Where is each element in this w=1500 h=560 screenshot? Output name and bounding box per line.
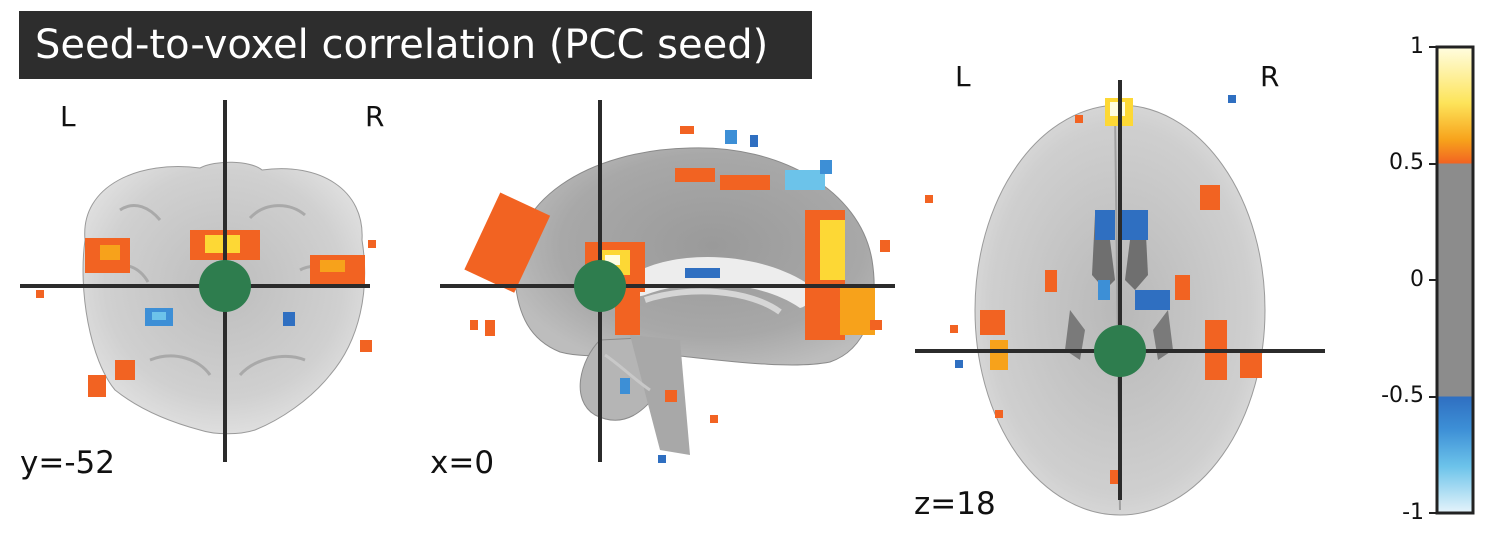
axial-seed-marker	[1094, 325, 1146, 377]
axial-view: L R z=18	[910, 50, 1340, 530]
sagittal-coord-label: x=0	[430, 445, 495, 481]
sagittal-positive-clusters	[464, 126, 890, 423]
coronal-left-label: L	[60, 100, 76, 133]
sagittal-negative-clusters	[620, 130, 832, 463]
colorbar-tick-label: -1	[1402, 500, 1424, 525]
coronal-negative-clusters	[145, 308, 295, 326]
coronal-slice	[20, 100, 376, 462]
colorbar-tick-label: -0.5	[1381, 383, 1424, 408]
colorbar: 1 0.5 0 -0.5 -1	[1360, 34, 1500, 530]
colorbar-tick-label: 0	[1410, 267, 1424, 292]
colorbar-tick-label: 1	[1410, 34, 1424, 59]
sagittal-view: x=0	[420, 90, 910, 510]
coronal-coord-label: y=-52	[20, 445, 115, 481]
coronal-seed-marker	[199, 260, 251, 312]
coronal-right-label: R	[365, 100, 385, 133]
axial-slice	[915, 80, 1325, 516]
axial-left-label: L	[955, 60, 971, 93]
axial-right-label: R	[1260, 60, 1280, 93]
sagittal-seed-marker	[574, 260, 626, 312]
sagittal-slice	[440, 100, 895, 463]
figure-title: Seed-to-voxel correlation (PCC seed)	[19, 11, 812, 79]
coronal-view: L R y=-52	[0, 90, 420, 510]
colorbar-gradient	[1429, 45, 1475, 515]
axial-negative-clusters	[955, 95, 1236, 368]
colorbar-tick-label: 0.5	[1389, 150, 1424, 175]
axial-coord-label: z=18	[914, 486, 996, 522]
